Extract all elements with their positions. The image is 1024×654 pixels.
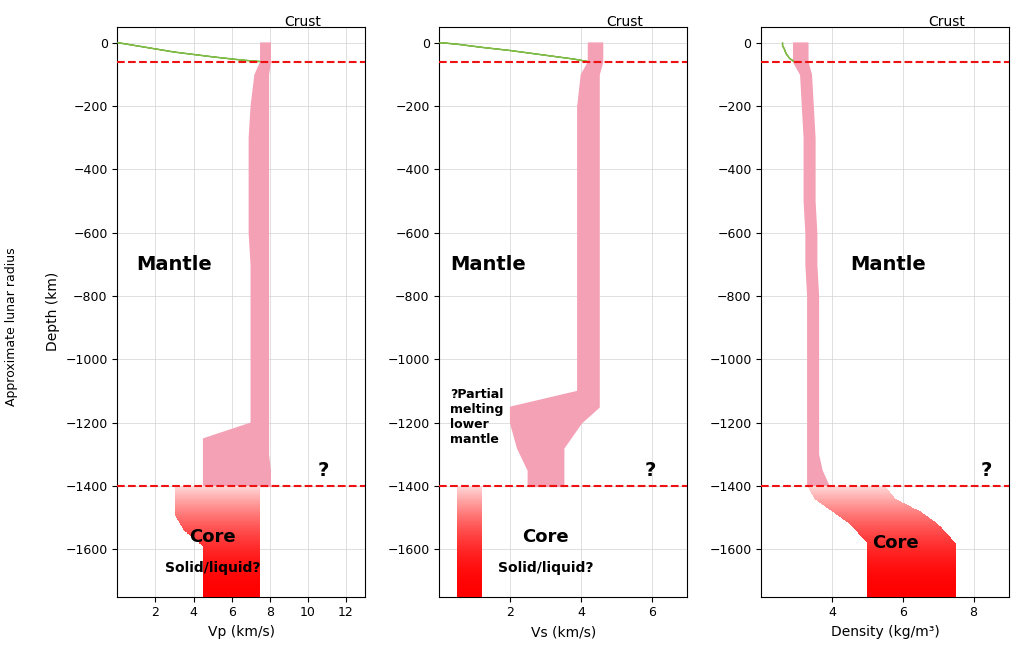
Text: Mantle: Mantle xyxy=(850,255,926,274)
Text: ?Partial
melting
lower
mantle: ?Partial melting lower mantle xyxy=(450,388,504,446)
Text: Mantle: Mantle xyxy=(450,255,525,274)
X-axis label: Vp (km/s): Vp (km/s) xyxy=(208,625,274,639)
Text: Crust: Crust xyxy=(285,15,322,29)
Polygon shape xyxy=(118,43,260,61)
Text: Solid/liquid?: Solid/liquid? xyxy=(498,561,593,576)
Text: Solid/liquid?: Solid/liquid? xyxy=(165,561,260,576)
Text: Core: Core xyxy=(189,528,236,545)
Text: Crust: Crust xyxy=(929,15,966,29)
X-axis label: Vs (km/s): Vs (km/s) xyxy=(530,625,596,639)
X-axis label: Density (kg/m³): Density (kg/m³) xyxy=(830,625,940,639)
Polygon shape xyxy=(439,43,588,61)
Text: Mantle: Mantle xyxy=(136,255,212,274)
Text: Crust: Crust xyxy=(606,15,643,29)
Text: ?: ? xyxy=(981,462,992,481)
Text: ?: ? xyxy=(317,462,329,481)
Y-axis label: Depth (km): Depth (km) xyxy=(46,272,59,351)
Polygon shape xyxy=(782,43,794,61)
Text: Core: Core xyxy=(522,528,568,545)
Text: ?: ? xyxy=(644,462,656,481)
Text: Core: Core xyxy=(872,534,920,552)
Text: Approximate lunar radius: Approximate lunar radius xyxy=(5,248,18,406)
